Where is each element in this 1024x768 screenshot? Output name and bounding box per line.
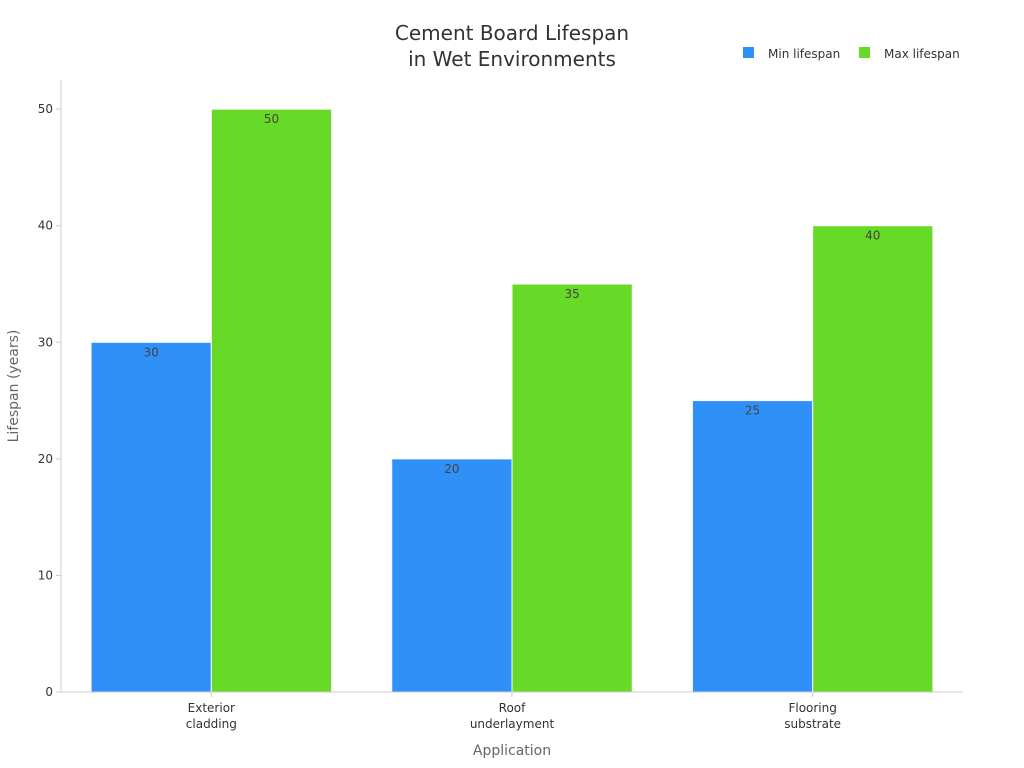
bar-value-label: 30 <box>144 345 159 359</box>
x-category-label: cladding <box>186 717 237 731</box>
bar-value-label: 25 <box>745 404 760 418</box>
legend-swatch-max <box>859 47 870 58</box>
bar-max <box>511 283 633 693</box>
y-tick-label: 30 <box>38 335 53 349</box>
chart-title: Cement Board Lifespan in Wet Environment… <box>395 21 629 71</box>
x-category-label: Flooring <box>788 701 836 715</box>
y-tick-label: 10 <box>38 568 53 582</box>
bar-min <box>691 400 814 693</box>
y-tick-label: 20 <box>38 452 53 466</box>
bar-min <box>90 341 212 693</box>
x-category-label: underlayment <box>470 717 555 731</box>
legend-label-max: Max lifespan <box>884 47 960 61</box>
bar-value-label: 50 <box>264 112 279 126</box>
x-axis-label: Application <box>473 743 551 759</box>
bar-max <box>210 108 333 693</box>
x-category-label: substrate <box>784 717 841 731</box>
y-axis-label: Lifespan (years) <box>6 330 22 443</box>
legend-label-min: Min lifespan <box>768 47 840 61</box>
bar-value-label: 35 <box>564 287 579 301</box>
bars-layer <box>90 108 934 693</box>
legend: Min lifespan Max lifespan <box>743 47 960 61</box>
legend-swatch-min <box>743 47 754 58</box>
bar-min <box>391 458 513 693</box>
x-category-labels: Exterior cladding Roof underlayment Flooring… <box>186 692 841 731</box>
y-tick-label: 0 <box>45 685 53 699</box>
bar-value-label: 20 <box>444 462 459 476</box>
y-tick-label: 50 <box>38 102 53 116</box>
bar-max <box>812 225 934 693</box>
x-category-label: Exterior <box>188 701 235 715</box>
data-labels-layer: 30 50 20 35 25 40 <box>144 112 881 476</box>
chart-title-line-1: Cement Board Lifespan <box>395 21 629 45</box>
x-category-label: Roof <box>499 701 526 715</box>
chart-title-line-2: in Wet Environments <box>408 47 616 71</box>
y-tick-label: 40 <box>38 219 53 233</box>
y-ticks: 0 10 20 30 40 50 <box>38 102 61 699</box>
bar-value-label: 40 <box>865 229 880 243</box>
